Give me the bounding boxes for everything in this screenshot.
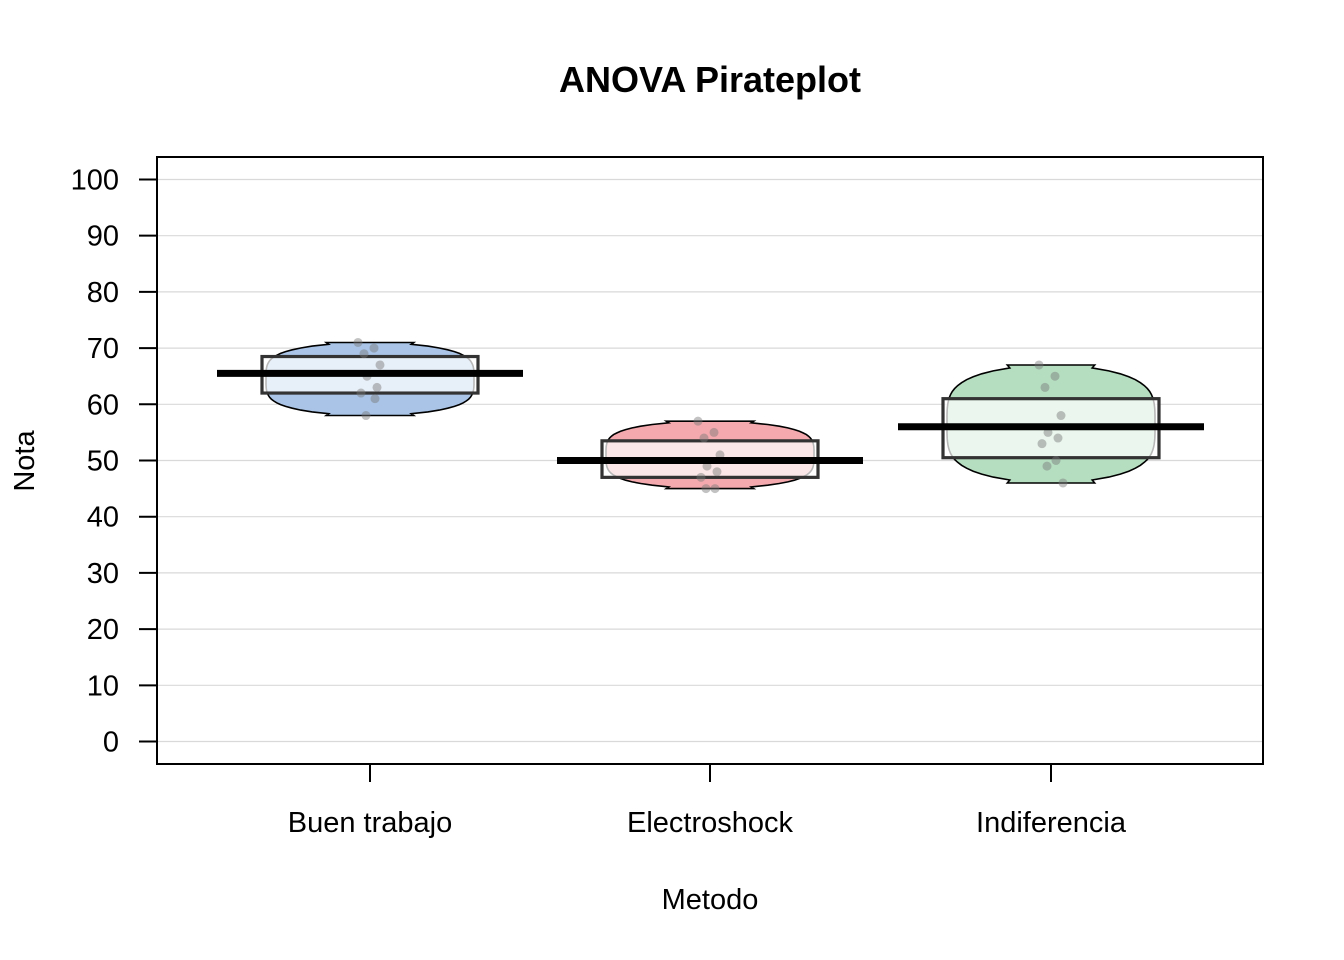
- x-axis: Buen trabajo Electroshock Indiferencia: [288, 764, 1127, 839]
- data-point: [1051, 456, 1061, 465]
- y-tick-label: 100: [71, 164, 119, 196]
- data-point: [1056, 411, 1066, 421]
- x-axis-label: Metodo: [662, 884, 759, 916]
- mean-lines: [217, 369, 1204, 464]
- data-point: [356, 388, 366, 398]
- data-point: [696, 472, 706, 482]
- data-point: [1053, 433, 1063, 443]
- y-tick-label: 0: [103, 727, 119, 759]
- chart-title: ANOVA Pirateplot: [559, 59, 861, 100]
- data-point: [361, 411, 371, 421]
- data-point: [369, 343, 379, 353]
- data-point: [712, 467, 722, 477]
- data-point: [372, 382, 382, 392]
- x-tick-label: Indiferencia: [976, 807, 1127, 839]
- data-point: [699, 433, 709, 443]
- data-point: [353, 337, 363, 347]
- y-tick-label: 80: [87, 277, 119, 309]
- y-axis: 0 10 20 30 40 50 60 70 80 90 100: [71, 164, 157, 759]
- data-point: [1042, 461, 1052, 471]
- data-point: [1050, 371, 1060, 381]
- y-tick-label: 40: [87, 502, 119, 534]
- y-tick-label: 30: [87, 558, 119, 590]
- y-tick-label: 90: [87, 221, 119, 253]
- data-point: [693, 416, 703, 426]
- data-point: [710, 484, 720, 494]
- data-point: [701, 484, 711, 494]
- data-point: [370, 394, 380, 404]
- data-point: [1037, 439, 1047, 449]
- data-point: [1058, 478, 1068, 488]
- y-tick-label: 20: [87, 614, 119, 646]
- data-point: [1034, 360, 1044, 370]
- data-point: [359, 349, 369, 359]
- y-tick-label: 50: [87, 446, 119, 478]
- y-tick-label: 10: [87, 670, 119, 702]
- x-tick-label: Buen trabajo: [288, 807, 452, 839]
- y-axis-label: Nota: [9, 430, 41, 492]
- y-tick-label: 70: [87, 333, 119, 365]
- y-tick-label: 60: [87, 389, 119, 421]
- data-point: [709, 427, 719, 437]
- x-tick-label: Electroshock: [627, 807, 794, 839]
- data-point: [375, 360, 385, 370]
- data-point: [1040, 382, 1050, 392]
